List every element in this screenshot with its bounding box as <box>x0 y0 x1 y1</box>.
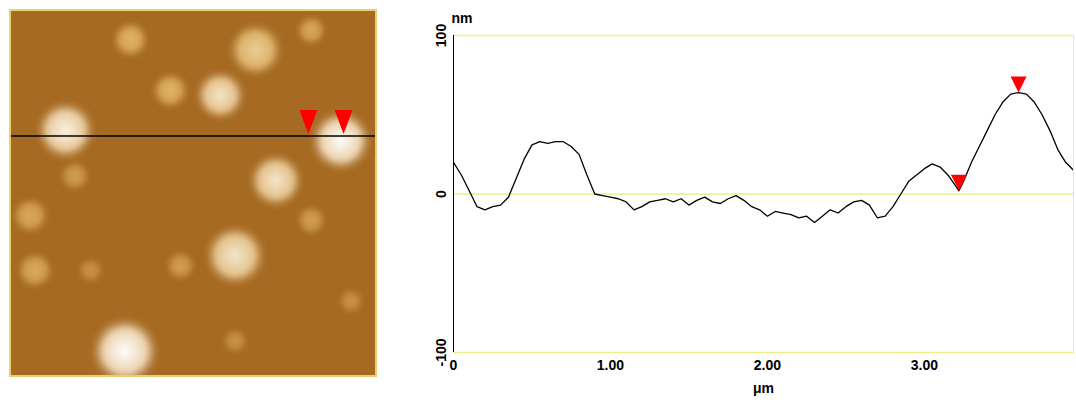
svg-text:2.00: 2.00 <box>754 357 781 373</box>
svg-text:1.00: 1.00 <box>597 357 624 373</box>
svg-text:0: 0 <box>433 190 449 198</box>
svg-text:-100: -100 <box>433 338 449 366</box>
svg-text:100: 100 <box>433 24 449 48</box>
svg-text:3.00: 3.00 <box>911 357 938 373</box>
svg-text:μm: μm <box>753 380 774 396</box>
svg-text:nm: nm <box>452 10 473 26</box>
svg-text:0: 0 <box>450 357 458 373</box>
